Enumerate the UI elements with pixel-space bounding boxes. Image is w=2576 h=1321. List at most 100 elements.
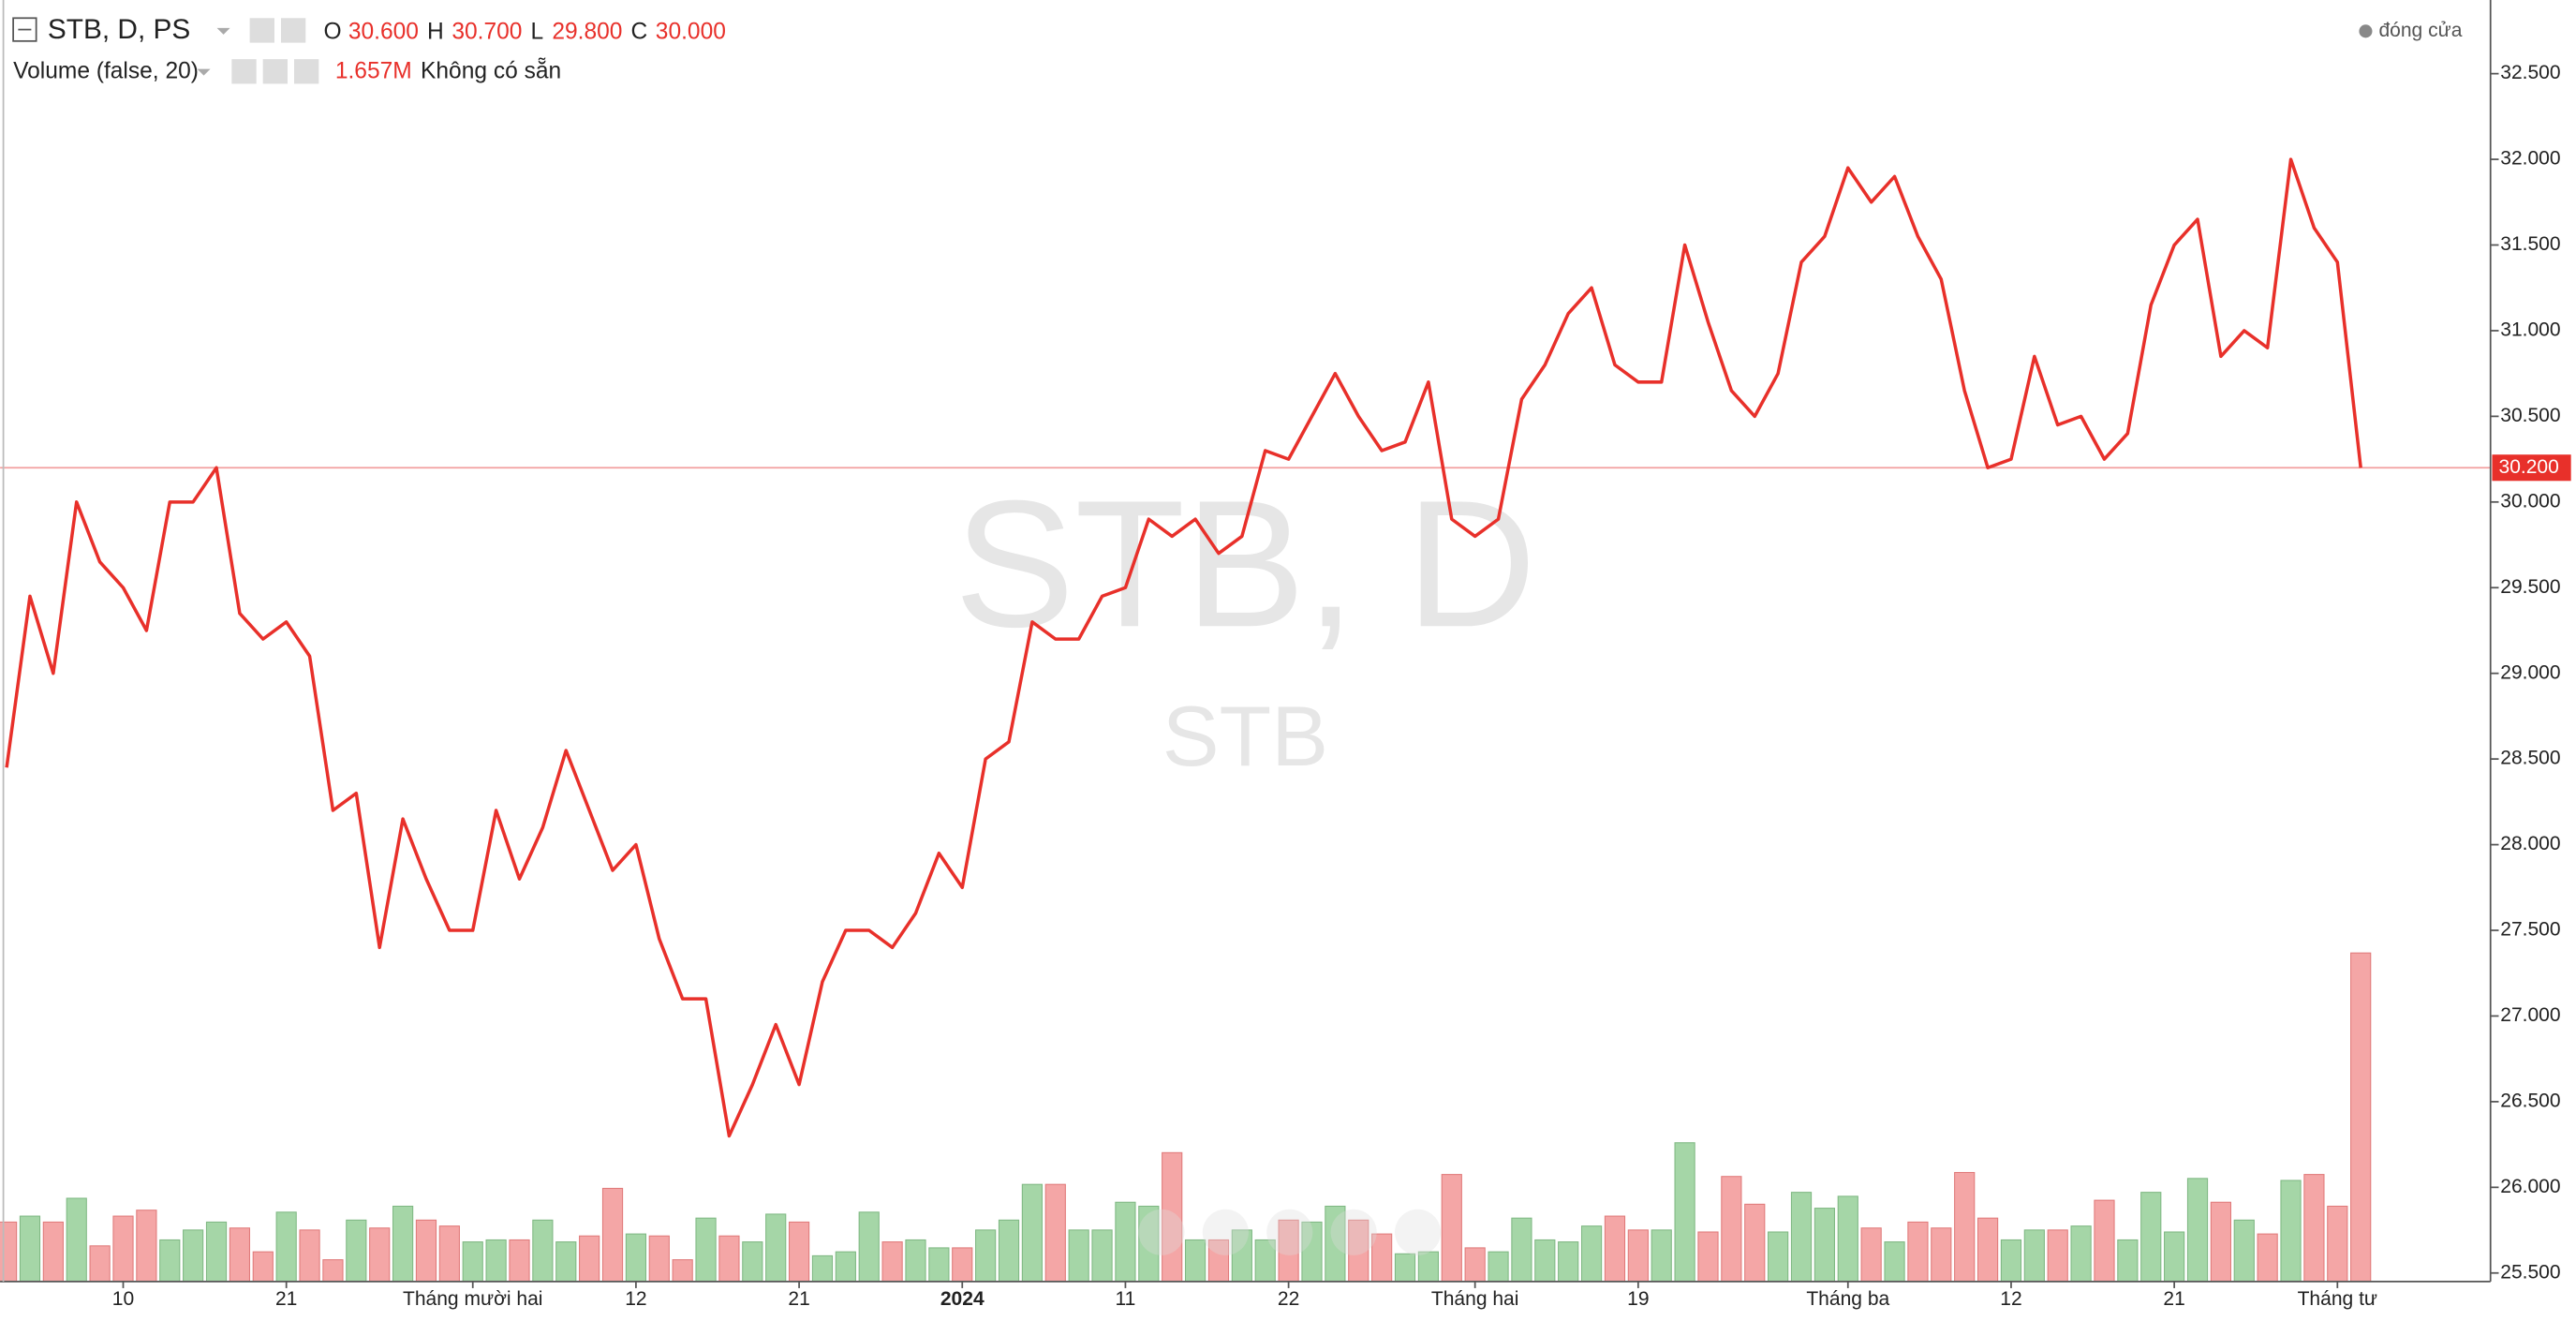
y-tick-label: 29.500: [2500, 576, 2560, 598]
volume-bar: [1091, 1229, 1113, 1283]
volume-bar: [1860, 1227, 1882, 1283]
volume-bar: [532, 1219, 554, 1283]
volume-bar: [485, 1239, 507, 1283]
volume-bar: [881, 1241, 903, 1283]
nav-zoom-out[interactable]: [1202, 1209, 1249, 1255]
y-tick-label: 26.000: [2500, 1176, 2560, 1197]
settings-icon[interactable]: [262, 59, 288, 84]
volume-bar: [369, 1227, 391, 1283]
x-tick-label: 2024: [940, 1288, 985, 1310]
volume-bar: [205, 1221, 228, 1283]
volume-bar: [1115, 1201, 1136, 1283]
volume-bar: [2140, 1192, 2162, 1283]
x-tick-label: Tháng hai: [1431, 1288, 1519, 1310]
x-tick-label: Tháng ba: [1806, 1288, 1889, 1310]
volume-bar: [136, 1210, 157, 1283]
volume-bar: [415, 1219, 437, 1283]
x-tick-label: 10: [112, 1288, 134, 1310]
volume-bar: [2257, 1233, 2278, 1283]
volume-bar: [1721, 1176, 1742, 1283]
last-price-label: 30.200: [2499, 456, 2559, 478]
volume-bar: [1417, 1251, 1440, 1283]
volume-bar: [835, 1251, 856, 1283]
y-tick-label: 31.500: [2500, 233, 2560, 255]
high: 30.700: [452, 20, 522, 45]
volume-bar: [1790, 1192, 1813, 1283]
x-tick-label: 12: [2000, 1288, 2021, 1310]
volume-bar: [183, 1229, 204, 1283]
volume-bar: [2023, 1229, 2045, 1283]
volume-bar: [1627, 1229, 1649, 1283]
volume-bar: [928, 1247, 950, 1283]
volume-bar: [2350, 952, 2372, 1283]
eye-icon[interactable]: [231, 59, 257, 84]
y-tick-label: 30.500: [2500, 405, 2560, 426]
x-tick-label: Tháng mười hai: [403, 1288, 542, 1310]
watermark-subtitle: STB: [1162, 689, 1328, 784]
volume-bar: [579, 1235, 600, 1283]
volume-bar: [975, 1229, 997, 1283]
y-tick-label: 30.000: [2500, 490, 2560, 512]
y-tick-label: 31.000: [2500, 319, 2560, 341]
watermark-title: STB, D: [955, 462, 1537, 664]
volume-note: Không có sẵn: [421, 58, 561, 84]
volume-bar: [112, 1215, 134, 1283]
volume-bar: [322, 1259, 344, 1283]
volume-bar: [1651, 1229, 1672, 1283]
volume-bar: [2094, 1199, 2115, 1283]
legend-label: đóng cửa: [2378, 20, 2462, 41]
volume-bar: [1674, 1142, 1695, 1283]
volume-bar: [998, 1219, 1020, 1283]
nav-left[interactable]: [1138, 1209, 1185, 1255]
volume-bar: [1464, 1247, 1486, 1283]
volume-bar: [229, 1227, 251, 1283]
volume-bar: [252, 1251, 274, 1283]
volume-bar: [2210, 1201, 2231, 1283]
settings-icon[interactable]: [280, 18, 306, 43]
volume-bar: [1511, 1217, 1532, 1283]
volume-bar: [672, 1259, 693, 1283]
volume-bar: [695, 1217, 717, 1283]
volume-bar: [392, 1205, 414, 1283]
nav-right[interactable]: [1394, 1209, 1442, 1255]
y-tick-label: 27.500: [2500, 919, 2560, 941]
volume-bar: [2303, 1174, 2325, 1283]
volume-bar: [601, 1187, 624, 1283]
volume-bar: [1068, 1229, 1089, 1283]
volume-bar: [2000, 1239, 2022, 1283]
volume-bar: [718, 1235, 740, 1283]
y-tick-label: 28.000: [2500, 833, 2560, 854]
volume-bar: [1907, 1221, 1929, 1283]
volume-bar: [905, 1239, 926, 1283]
x-tick-label: 21: [2163, 1288, 2184, 1310]
volume-bar: [2117, 1239, 2139, 1283]
volume-bar: [159, 1239, 181, 1283]
collapse-icon[interactable]: [12, 17, 37, 42]
volume-bar: [1604, 1215, 1626, 1283]
volume-bar: [625, 1233, 647, 1283]
volume-bar: [765, 1213, 787, 1283]
x-tick-label: 12: [625, 1288, 646, 1310]
volume-bar: [2233, 1219, 2255, 1283]
l-label: L: [531, 20, 544, 45]
volume-bar: [346, 1219, 367, 1283]
volume-bar: [42, 1221, 64, 1283]
eye-icon[interactable]: [249, 18, 274, 43]
dropdown[interactable]: [216, 27, 230, 35]
close: 30.000: [656, 20, 726, 45]
nav-zoom-in[interactable]: [1330, 1209, 1377, 1255]
volume-bar: [1768, 1231, 1789, 1283]
close-icon[interactable]: [293, 59, 319, 84]
volume-bar: [1558, 1241, 1579, 1283]
y-tick-label: 28.500: [2500, 748, 2560, 769]
volume-bar: [19, 1215, 41, 1283]
dropdown[interactable]: [197, 68, 211, 76]
volume-bar: [1884, 1241, 1905, 1283]
x-tick-label: 21: [788, 1288, 809, 1310]
o-label: O: [324, 20, 342, 45]
nav-reset[interactable]: [1266, 1209, 1313, 1255]
volume-bar: [1184, 1239, 1207, 1283]
